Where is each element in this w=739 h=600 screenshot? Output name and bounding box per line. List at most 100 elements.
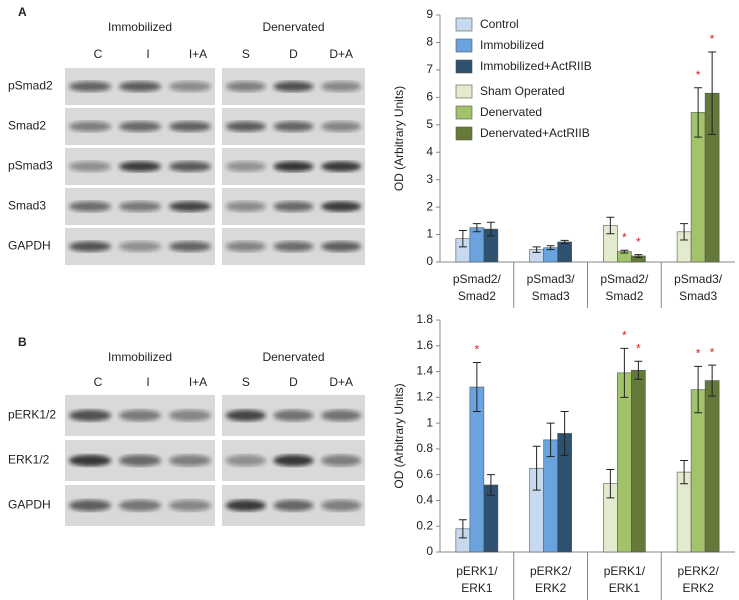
row-label: pERK1/2 xyxy=(8,408,56,422)
y-tick-label: 0 xyxy=(426,544,433,558)
blot-band xyxy=(321,161,362,172)
x-tick-label: pERK1/ERK1 xyxy=(456,564,498,595)
blot-band xyxy=(321,121,362,132)
blot-band xyxy=(273,499,314,512)
row-label: pSmad2 xyxy=(8,79,53,93)
blot-band xyxy=(273,81,314,92)
legend-label: Denervated xyxy=(480,105,542,119)
y-tick-label: 0.2 xyxy=(416,518,433,532)
error-bar xyxy=(560,411,569,456)
y-axis-label: OD (Arbitrary Units) xyxy=(392,383,406,488)
error-bar xyxy=(546,422,555,458)
row-label: GAPDH xyxy=(8,498,51,512)
y-tick-label: 9 xyxy=(426,7,433,21)
significance-marker: * xyxy=(696,347,701,361)
significance-marker: * xyxy=(636,341,641,355)
blot-band xyxy=(169,161,211,172)
bar xyxy=(690,389,706,553)
blot-band xyxy=(69,201,111,212)
lane-label: D xyxy=(289,375,298,389)
y-tick-label: 0.8 xyxy=(416,441,433,455)
blot-band xyxy=(273,454,314,467)
blot-band xyxy=(119,161,161,172)
legend-label: Immobilized+ActRIIB xyxy=(480,59,592,73)
error-bar xyxy=(472,223,481,233)
error-bar xyxy=(620,249,629,254)
error-bar xyxy=(472,362,481,413)
legend-swatch xyxy=(455,17,473,32)
blot-band xyxy=(169,121,211,132)
legend-swatch xyxy=(455,105,473,120)
lane-label: S xyxy=(242,375,250,389)
y-axis-label: OD (Arbitrary Units) xyxy=(392,86,406,191)
x-tick-label: pSmad2/Smad2 xyxy=(453,272,502,303)
legend-label: Immobilized xyxy=(480,38,544,52)
error-bar xyxy=(532,246,541,253)
blot-band xyxy=(321,409,362,422)
significance-marker: * xyxy=(710,345,715,359)
error-bar xyxy=(458,229,467,248)
lane-label: I xyxy=(146,47,149,61)
bar xyxy=(617,372,632,553)
error-bar xyxy=(680,459,689,485)
error-bar xyxy=(708,364,717,397)
lane-label: S xyxy=(242,47,250,61)
lane-label: I+A xyxy=(189,375,207,389)
lane-label: D xyxy=(289,47,298,61)
error-bar xyxy=(486,221,495,237)
blot-band xyxy=(225,499,266,512)
blot-band xyxy=(69,499,111,512)
blot-band xyxy=(225,454,266,467)
y-tick-label: 5 xyxy=(426,117,433,131)
blot-band xyxy=(169,241,211,252)
blot-band xyxy=(273,161,314,172)
group-title: Denervated xyxy=(262,350,324,364)
blot-band xyxy=(169,201,211,212)
error-bar xyxy=(560,239,569,245)
legend-label: Sham Operated xyxy=(480,84,565,98)
row-label: Smad2 xyxy=(8,119,46,133)
blot-band xyxy=(169,409,211,422)
blot-band xyxy=(321,81,362,92)
lane-label: C xyxy=(94,47,103,61)
significance-marker: * xyxy=(710,32,715,46)
legend-label: Control xyxy=(480,17,519,31)
panel-label: B xyxy=(18,335,27,349)
blot-band xyxy=(169,81,211,92)
legend-swatch xyxy=(455,126,473,141)
error-bar xyxy=(680,223,689,241)
y-tick-label: 1 xyxy=(426,227,433,241)
blot-band xyxy=(225,241,266,252)
error-bar xyxy=(546,245,555,251)
blot-band xyxy=(169,454,211,467)
y-tick-label: 0.6 xyxy=(416,467,433,481)
legend-swatch xyxy=(455,84,473,99)
y-tick-label: 0.4 xyxy=(416,493,433,507)
x-tick-label: pERK2/ERK2 xyxy=(530,564,572,595)
y-tick-label: 2 xyxy=(426,199,433,213)
y-tick-label: 1.6 xyxy=(416,338,433,352)
error-bar xyxy=(458,519,467,539)
bar xyxy=(704,380,720,553)
blot-band xyxy=(321,454,362,467)
row-label: Smad3 xyxy=(8,199,46,213)
blot-band xyxy=(119,81,161,92)
blot-band xyxy=(69,241,111,252)
error-bar xyxy=(532,445,541,491)
error-bar xyxy=(634,254,643,258)
lane-label: D+A xyxy=(329,47,353,61)
error-bar xyxy=(694,87,703,138)
y-tick-label: 6 xyxy=(426,90,433,104)
error-bar xyxy=(634,360,643,380)
y-tick-label: 1.4 xyxy=(416,364,433,378)
x-tick-label: pSmad2/Smad2 xyxy=(600,272,649,303)
blot-band xyxy=(119,409,161,422)
group-title: Denervated xyxy=(262,20,324,34)
blot-band xyxy=(321,201,362,212)
bar xyxy=(469,227,485,263)
y-tick-label: 7 xyxy=(426,62,433,76)
group-title: Immobilized xyxy=(108,350,172,364)
blot-band xyxy=(321,499,362,512)
blot-band xyxy=(225,161,266,172)
blot-band xyxy=(273,409,314,422)
